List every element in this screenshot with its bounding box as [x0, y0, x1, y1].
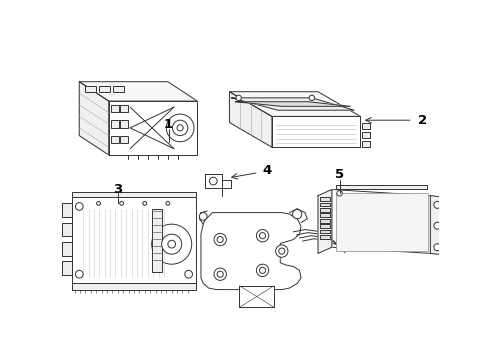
Bar: [120, 120, 127, 128]
Circle shape: [217, 271, 223, 277]
Text: 5: 5: [334, 168, 344, 181]
Text: 3: 3: [113, 183, 122, 196]
Circle shape: [259, 233, 265, 239]
Circle shape: [177, 125, 183, 131]
Circle shape: [278, 248, 285, 254]
Bar: [71, 197, 196, 283]
Bar: [319, 219, 329, 222]
Polygon shape: [331, 189, 429, 253]
Circle shape: [256, 230, 268, 242]
Circle shape: [275, 245, 287, 257]
Polygon shape: [229, 92, 360, 116]
Bar: [319, 208, 329, 212]
Polygon shape: [229, 92, 271, 147]
Circle shape: [433, 202, 440, 208]
Circle shape: [184, 270, 192, 278]
Circle shape: [256, 264, 268, 276]
Polygon shape: [108, 101, 197, 155]
Circle shape: [433, 222, 440, 229]
Circle shape: [308, 95, 314, 100]
Bar: [319, 203, 329, 206]
Polygon shape: [79, 82, 197, 101]
Bar: [335, 193, 427, 251]
Polygon shape: [317, 189, 331, 253]
Circle shape: [167, 240, 175, 248]
Bar: [99, 86, 110, 92]
Circle shape: [97, 202, 100, 205]
Text: 4: 4: [262, 164, 271, 177]
Bar: [71, 192, 196, 197]
Circle shape: [209, 177, 217, 185]
Circle shape: [214, 268, 226, 280]
Bar: [111, 136, 118, 143]
Bar: [85, 86, 96, 92]
Bar: [71, 283, 196, 289]
Circle shape: [433, 244, 440, 251]
Circle shape: [162, 234, 182, 254]
Bar: [111, 105, 118, 112]
Bar: [319, 197, 329, 201]
Circle shape: [142, 202, 146, 205]
Polygon shape: [204, 174, 221, 188]
Polygon shape: [79, 82, 108, 155]
Bar: [62, 242, 71, 256]
Polygon shape: [231, 98, 353, 110]
Circle shape: [199, 213, 207, 220]
Bar: [113, 86, 123, 92]
Circle shape: [236, 95, 241, 100]
Circle shape: [75, 203, 83, 210]
Bar: [319, 235, 329, 239]
Bar: [151, 209, 162, 272]
Polygon shape: [201, 213, 301, 289]
Text: 1: 1: [163, 118, 173, 131]
Circle shape: [165, 202, 169, 205]
Bar: [319, 213, 329, 217]
Polygon shape: [429, 195, 444, 255]
Circle shape: [172, 120, 187, 136]
Bar: [62, 222, 71, 237]
Bar: [361, 141, 369, 147]
Polygon shape: [235, 102, 349, 106]
Text: 2: 2: [417, 114, 427, 127]
Circle shape: [259, 267, 265, 274]
Bar: [120, 105, 127, 112]
Circle shape: [151, 224, 191, 264]
Bar: [361, 132, 369, 138]
Circle shape: [214, 233, 226, 246]
Circle shape: [166, 114, 194, 142]
Bar: [319, 224, 329, 228]
Bar: [111, 120, 118, 128]
Circle shape: [336, 191, 342, 196]
Bar: [335, 185, 426, 189]
Circle shape: [120, 202, 123, 205]
Circle shape: [217, 237, 223, 243]
Circle shape: [292, 210, 301, 219]
Bar: [62, 203, 71, 217]
Bar: [361, 122, 369, 129]
Polygon shape: [271, 116, 360, 147]
Bar: [319, 230, 329, 233]
Circle shape: [75, 270, 83, 278]
Bar: [239, 286, 274, 307]
Bar: [120, 136, 127, 143]
Bar: [62, 261, 71, 275]
